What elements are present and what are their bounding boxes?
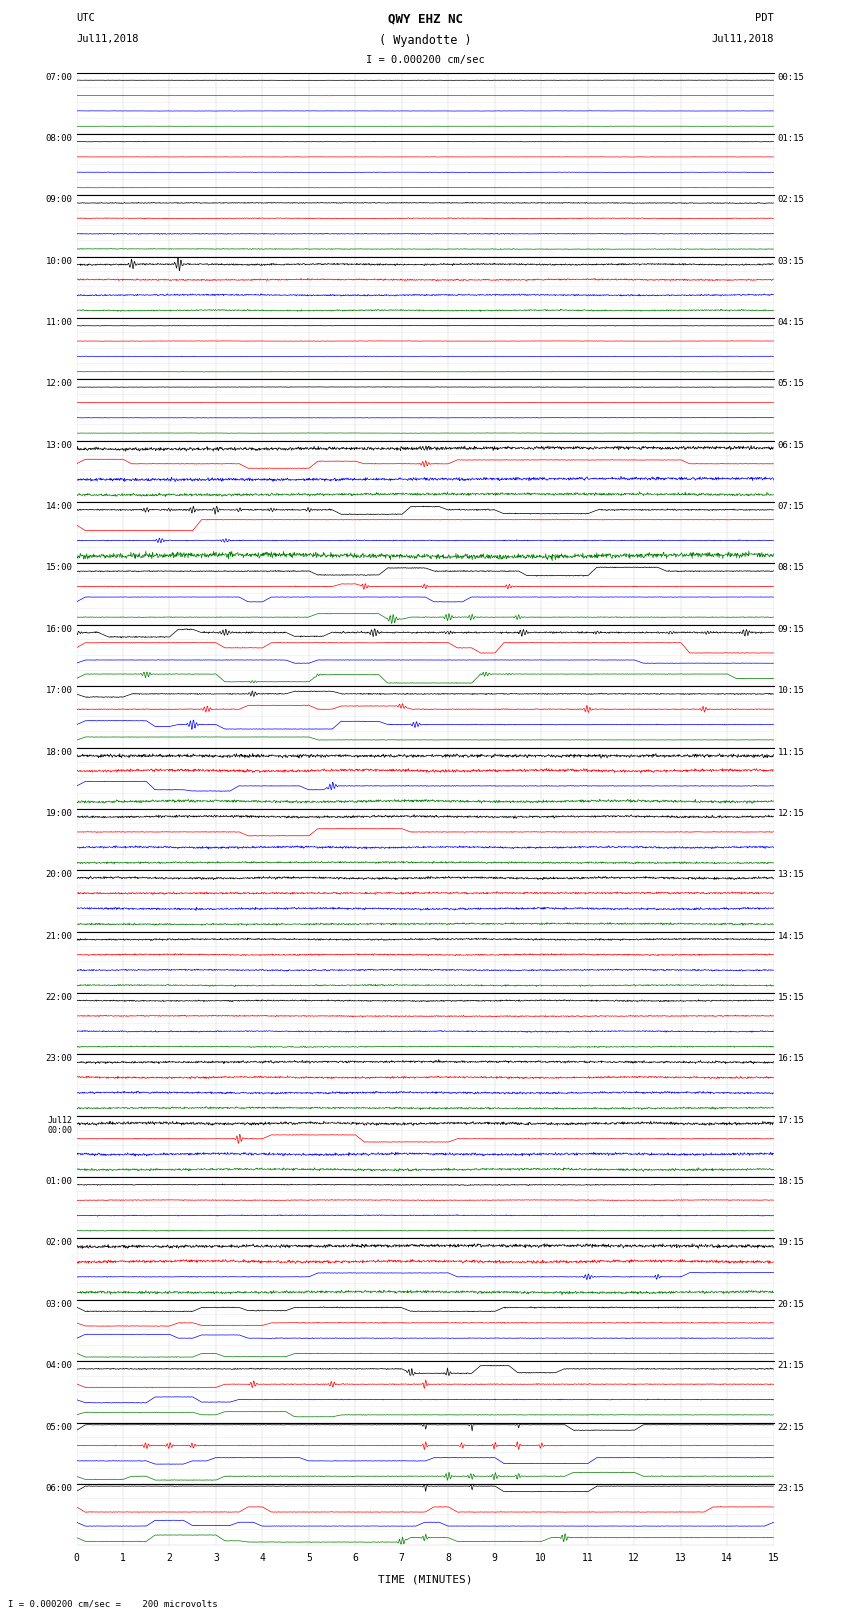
Text: 13: 13 bbox=[675, 1553, 687, 1563]
Text: 21:00: 21:00 bbox=[45, 932, 72, 940]
Text: 11:15: 11:15 bbox=[778, 747, 805, 756]
Text: 14:00: 14:00 bbox=[45, 502, 72, 511]
Text: 02:00: 02:00 bbox=[45, 1239, 72, 1247]
Text: 01:15: 01:15 bbox=[778, 134, 805, 144]
Text: 5: 5 bbox=[306, 1553, 312, 1563]
Text: QWY EHZ NC: QWY EHZ NC bbox=[388, 13, 462, 26]
Text: I = 0.000200 cm/sec: I = 0.000200 cm/sec bbox=[366, 55, 484, 65]
Text: 10:00: 10:00 bbox=[45, 256, 72, 266]
Text: 23:00: 23:00 bbox=[45, 1055, 72, 1063]
Text: 0: 0 bbox=[74, 1553, 79, 1563]
Text: 06:00: 06:00 bbox=[45, 1484, 72, 1494]
Text: Jul11,2018: Jul11,2018 bbox=[711, 34, 774, 44]
Text: 20:00: 20:00 bbox=[45, 871, 72, 879]
Text: 08:15: 08:15 bbox=[778, 563, 805, 573]
Text: 23:15: 23:15 bbox=[778, 1484, 805, 1494]
Text: 03:15: 03:15 bbox=[778, 256, 805, 266]
Text: 18:15: 18:15 bbox=[778, 1177, 805, 1186]
Text: I = 0.000200 cm/sec =    200 microvolts: I = 0.000200 cm/sec = 200 microvolts bbox=[8, 1598, 218, 1608]
Text: 09:00: 09:00 bbox=[45, 195, 72, 205]
Text: 06:15: 06:15 bbox=[778, 440, 805, 450]
Text: 13:15: 13:15 bbox=[778, 871, 805, 879]
Text: ( Wyandotte ): ( Wyandotte ) bbox=[379, 34, 471, 47]
Text: 07:15: 07:15 bbox=[778, 502, 805, 511]
Text: 12:00: 12:00 bbox=[45, 379, 72, 389]
Text: 15:00: 15:00 bbox=[45, 563, 72, 573]
Text: 7: 7 bbox=[399, 1553, 405, 1563]
Text: 6: 6 bbox=[353, 1553, 358, 1563]
Text: 20:15: 20:15 bbox=[778, 1300, 805, 1308]
Text: 19:00: 19:00 bbox=[45, 808, 72, 818]
Text: 22:00: 22:00 bbox=[45, 994, 72, 1002]
Text: 15: 15 bbox=[768, 1553, 779, 1563]
Text: 15:15: 15:15 bbox=[778, 994, 805, 1002]
Text: 02:15: 02:15 bbox=[778, 195, 805, 205]
Text: 4: 4 bbox=[259, 1553, 265, 1563]
Text: 19:15: 19:15 bbox=[778, 1239, 805, 1247]
Text: 8: 8 bbox=[445, 1553, 451, 1563]
Text: Jul12
00:00: Jul12 00:00 bbox=[48, 1116, 72, 1136]
Text: 17:00: 17:00 bbox=[45, 686, 72, 695]
Text: 10:15: 10:15 bbox=[778, 686, 805, 695]
Text: 05:15: 05:15 bbox=[778, 379, 805, 389]
Text: 22:15: 22:15 bbox=[778, 1423, 805, 1431]
Text: UTC: UTC bbox=[76, 13, 95, 23]
Text: 3: 3 bbox=[213, 1553, 218, 1563]
Text: 10: 10 bbox=[536, 1553, 547, 1563]
Text: 09:15: 09:15 bbox=[778, 624, 805, 634]
Text: 14: 14 bbox=[721, 1553, 733, 1563]
Text: 04:00: 04:00 bbox=[45, 1361, 72, 1369]
Text: 11:00: 11:00 bbox=[45, 318, 72, 327]
Text: 14:15: 14:15 bbox=[778, 932, 805, 940]
Text: 04:15: 04:15 bbox=[778, 318, 805, 327]
Text: 01:00: 01:00 bbox=[45, 1177, 72, 1186]
Text: 17:15: 17:15 bbox=[778, 1116, 805, 1124]
Text: 9: 9 bbox=[492, 1553, 497, 1563]
Text: 11: 11 bbox=[581, 1553, 593, 1563]
Text: 21:15: 21:15 bbox=[778, 1361, 805, 1369]
Text: 03:00: 03:00 bbox=[45, 1300, 72, 1308]
Text: TIME (MINUTES): TIME (MINUTES) bbox=[377, 1574, 473, 1584]
Text: 13:00: 13:00 bbox=[45, 440, 72, 450]
Text: 12: 12 bbox=[628, 1553, 640, 1563]
Text: 16:15: 16:15 bbox=[778, 1055, 805, 1063]
Text: 05:00: 05:00 bbox=[45, 1423, 72, 1431]
Text: 2: 2 bbox=[167, 1553, 173, 1563]
Text: 1: 1 bbox=[120, 1553, 126, 1563]
Text: 07:00: 07:00 bbox=[45, 73, 72, 82]
Text: 12:15: 12:15 bbox=[778, 808, 805, 818]
Text: 00:15: 00:15 bbox=[778, 73, 805, 82]
Text: 16:00: 16:00 bbox=[45, 624, 72, 634]
Text: Jul11,2018: Jul11,2018 bbox=[76, 34, 139, 44]
Text: 18:00: 18:00 bbox=[45, 747, 72, 756]
Text: 08:00: 08:00 bbox=[45, 134, 72, 144]
Text: PDT: PDT bbox=[755, 13, 774, 23]
